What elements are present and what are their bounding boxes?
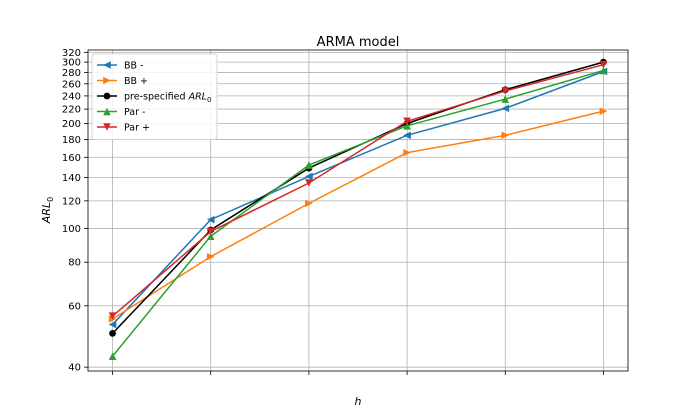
data-point [206, 227, 215, 236]
legend-item: Par + [97, 123, 150, 134]
y-tick-label: 200 [62, 119, 81, 130]
y-tick-label: 80 [68, 258, 81, 269]
data-point [305, 199, 313, 208]
data-point [108, 312, 117, 321]
legend-item: Par - [97, 107, 145, 118]
axis-ticks: 40 60 80 100 120 140 160 180 200 220 2402602803003… [62, 48, 604, 375]
y-tick-label: 300 [62, 58, 81, 69]
legend-label: BB + [124, 76, 148, 87]
y-tick-label: 140 [62, 173, 81, 184]
legend-item: BB + [97, 76, 148, 87]
data-point [501, 95, 510, 103]
series-3 [108, 66, 608, 361]
legend-swatch-marker [103, 107, 111, 116]
data-point [108, 320, 117, 329]
data-point [403, 148, 411, 157]
series-4 [108, 60, 608, 321]
legend-label: Par + [124, 123, 150, 134]
data-point [206, 252, 215, 261]
data-point [403, 117, 411, 126]
x-axis-label: h [355, 395, 362, 408]
series-1 [108, 107, 608, 323]
legend-swatch-marker [103, 92, 111, 100]
data-point [501, 104, 510, 113]
y-tick-label: 240 [62, 91, 81, 102]
y-axis-label: ARL0 [40, 197, 55, 224]
legend-swatch-marker [103, 76, 111, 85]
data-point [403, 121, 411, 130]
series-line [112, 63, 604, 317]
data-point [206, 215, 215, 224]
data-point [305, 172, 313, 181]
data-point [599, 66, 608, 75]
legend-box [91, 53, 218, 140]
chart-title: ARMA model [317, 35, 400, 50]
legend-label: BB - [124, 61, 143, 72]
legend-swatch-marker [103, 61, 111, 69]
y-tick-label: 260 [62, 79, 81, 90]
data-point [599, 107, 608, 115]
y-tick-label: 220 [62, 105, 81, 116]
y-tick-label: 100 [62, 224, 81, 235]
plot-frame [87, 49, 629, 372]
y-tick-label: 60 [68, 301, 81, 312]
legend: BB - BB + pre-specified ARL0 Par - Par + [91, 53, 218, 140]
legend-item: pre-specified ARL0 [97, 92, 211, 105]
series-line [111, 70, 604, 326]
legend-swatch-marker [103, 123, 111, 131]
data-point [305, 161, 313, 169]
y-tick-label: 40 [68, 363, 81, 374]
y-tick-label: 120 [62, 196, 81, 207]
series-line [111, 69, 604, 357]
data-point [599, 60, 608, 69]
legend-label: Par - [124, 107, 145, 118]
series-layer [108, 58, 608, 361]
data-point [501, 131, 510, 140]
y-tick-label: 180 [62, 135, 81, 146]
grid [88, 50, 628, 371]
series-line [112, 110, 604, 320]
y-tick-label: 280 [62, 68, 81, 79]
legend-item: BB - [97, 61, 143, 72]
y-tick-label: 160 [62, 153, 81, 164]
data-point [501, 87, 510, 95]
data-point [108, 352, 117, 361]
data-point [109, 329, 116, 337]
data-point [305, 179, 313, 187]
legend-label: pre-specified ARL0 [124, 92, 211, 105]
data-point [403, 131, 411, 140]
y-tick-label: 320 [62, 48, 81, 59]
data-point [206, 232, 215, 241]
